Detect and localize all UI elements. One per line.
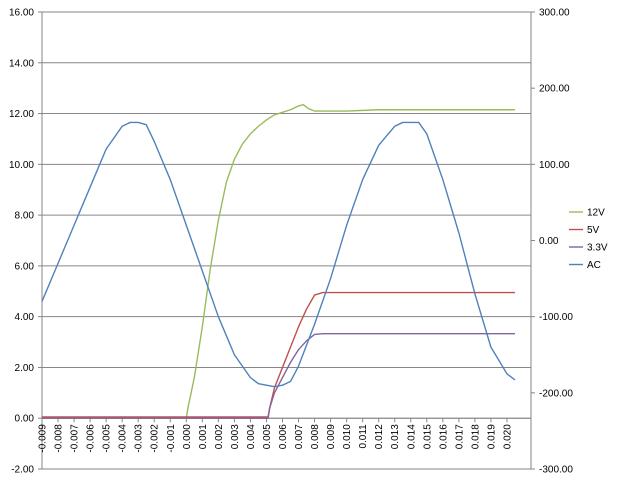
x-tick-label: 0.010 xyxy=(342,424,353,449)
x-tick-label: 0.000 xyxy=(182,424,193,449)
x-tick-label: -0.006 xyxy=(86,424,97,453)
x-tick-label: 0.008 xyxy=(310,424,321,449)
x-tick-label: 0.017 xyxy=(454,424,465,449)
x-tick-label: 0.001 xyxy=(198,424,209,449)
x-tick-label: -0.004 xyxy=(118,424,129,453)
series-line-3-3v xyxy=(42,332,515,419)
y-tick-label: 4.00 xyxy=(15,312,35,323)
x-tick-label: 0.014 xyxy=(406,424,417,449)
x-tick-label: 0.015 xyxy=(422,424,433,449)
x-tick-label: 0.013 xyxy=(390,424,401,449)
y-tick-label: 10.00 xyxy=(9,160,34,171)
x-tick-label: 0.012 xyxy=(374,424,385,449)
y2-tick-label: 100.00 xyxy=(539,160,570,171)
x-tick-label: 0.002 xyxy=(214,424,225,449)
x-tick-label: 0.004 xyxy=(246,424,257,449)
series-line-5v xyxy=(42,291,515,418)
x-tick-label: -0.007 xyxy=(70,424,81,453)
legend-label: 3.3V xyxy=(587,243,608,254)
x-tick-label: 0.009 xyxy=(326,424,337,449)
y2-tick-label: 0.00 xyxy=(539,236,559,247)
series-line-12v xyxy=(42,103,515,419)
y2-tick-label: 200.00 xyxy=(539,84,570,95)
x-tick-label: -0.001 xyxy=(166,424,177,453)
legend-label: 5V xyxy=(587,225,600,236)
x-tick-label: 0.011 xyxy=(358,424,369,449)
x-tick-label: 0.019 xyxy=(486,424,497,449)
x-tick-label: 0.006 xyxy=(278,424,289,449)
y-tick-label: 6.00 xyxy=(15,261,35,272)
legend-label: AC xyxy=(587,260,601,271)
y2-tick-label: -100.00 xyxy=(539,312,573,323)
y2-tick-label: -200.00 xyxy=(539,388,573,399)
y-tick-label: 14.00 xyxy=(9,58,34,69)
x-tick-label: 0.005 xyxy=(262,424,273,449)
x-tick-label: -0.003 xyxy=(134,424,145,453)
x-tick-label: 0.020 xyxy=(502,424,513,449)
y-tick-label: -2.00 xyxy=(11,465,34,476)
y2-tick-label: -300.00 xyxy=(539,465,573,476)
x-tick-label: 0.018 xyxy=(470,424,481,449)
y-tick-label: 12.00 xyxy=(9,109,34,120)
legend-label: 12V xyxy=(587,208,605,219)
x-tick-label: -0.005 xyxy=(102,424,113,453)
x-tick-label: -0.008 xyxy=(54,424,65,453)
x-tick-label: 0.016 xyxy=(438,424,449,449)
y-tick-label: 0.00 xyxy=(15,414,35,425)
x-tick-label: -0.009 xyxy=(38,424,49,453)
y-tick-label: 16.00 xyxy=(9,8,34,19)
series-line-ac xyxy=(41,121,516,388)
y2-tick-label: 300.00 xyxy=(539,8,570,19)
y-tick-label: 8.00 xyxy=(15,211,35,222)
x-tick-label: -0.002 xyxy=(150,424,161,453)
y-tick-label: 2.00 xyxy=(15,363,35,374)
x-tick-label: 0.003 xyxy=(230,424,241,449)
x-tick-label: 0.007 xyxy=(294,424,305,449)
